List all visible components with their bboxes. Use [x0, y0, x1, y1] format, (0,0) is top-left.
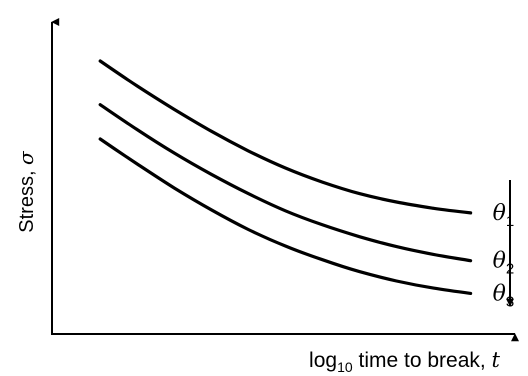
y-axis-label: Stress, σ [14, 150, 38, 233]
series-line-2 [98, 103, 473, 263]
x-axis-label: log10 time to break, t [309, 348, 501, 375]
series-lines [98, 59, 473, 295]
series-line-1 [98, 59, 473, 215]
series-line-3 [98, 137, 473, 295]
